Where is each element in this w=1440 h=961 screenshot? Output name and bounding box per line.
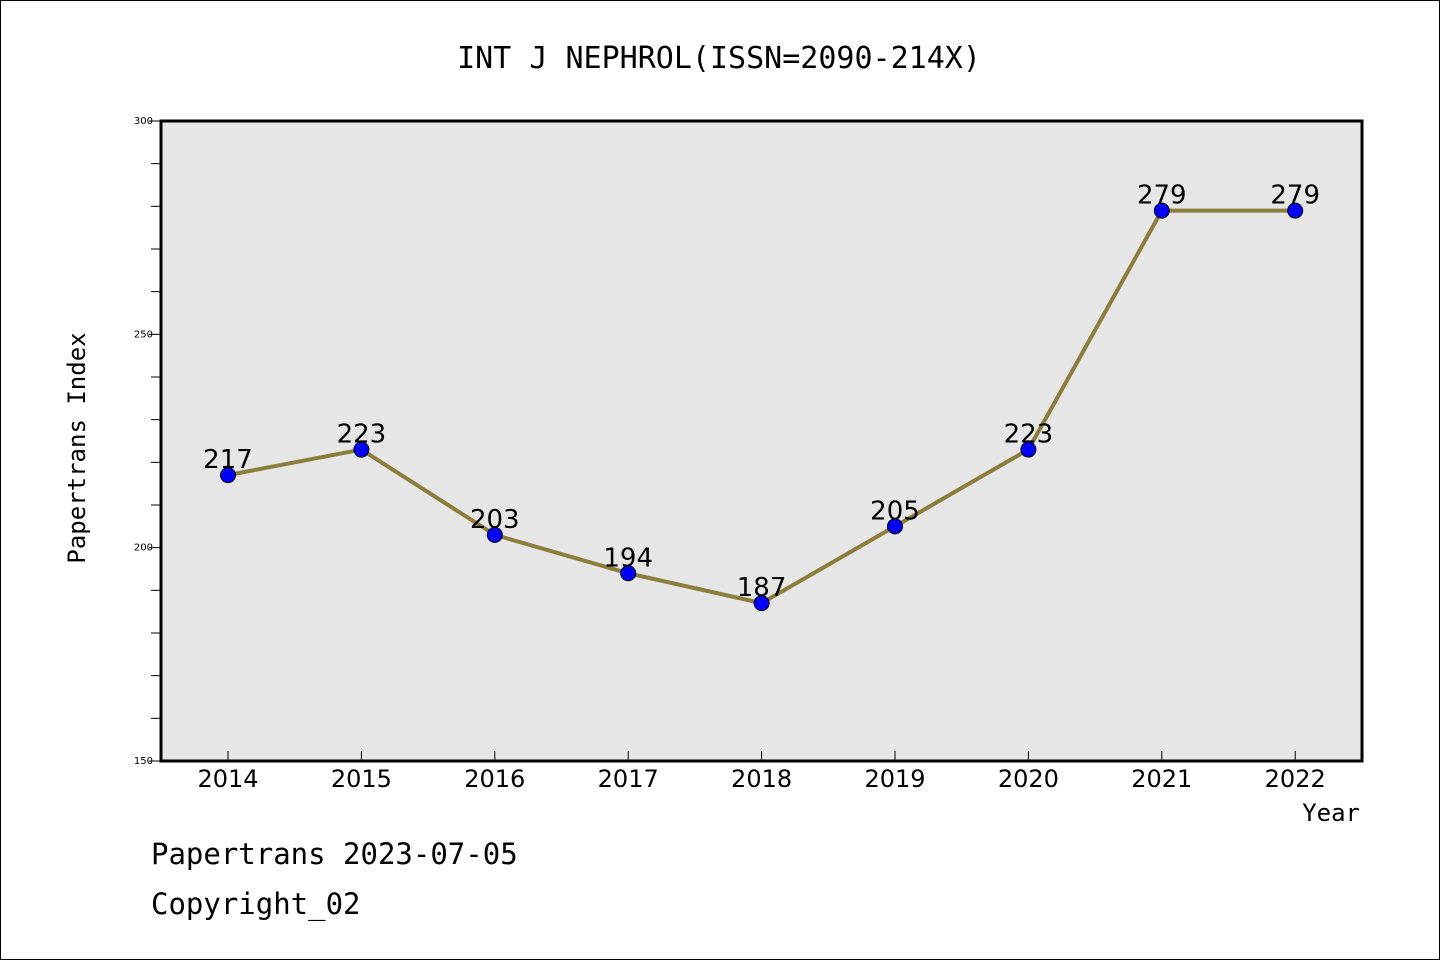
data-label: 187	[737, 573, 787, 603]
data-label: 223	[1004, 420, 1054, 450]
x-axis: 2014 2015 2016 2017 2018 2019 2020 2021 2022	[197, 751, 1326, 793]
data-point	[1287, 202, 1304, 219]
data-point	[620, 565, 637, 582]
plot-area	[161, 121, 1362, 761]
plot-border	[159, 119, 1364, 763]
x-tick-label: 2014	[197, 765, 258, 793]
data-point	[1153, 202, 1170, 219]
markers-group	[220, 202, 1304, 612]
data-label: 223	[337, 420, 387, 450]
data-point	[1020, 441, 1037, 458]
x-tick-label: 2018	[731, 765, 792, 793]
data-point	[887, 518, 903, 535]
y-axis: 150 200 250 300	[134, 116, 161, 767]
x-tick-label: 2015	[331, 765, 392, 793]
x-tick-label: 2020	[998, 765, 1059, 793]
data-point	[220, 467, 236, 484]
data-label: 205	[870, 496, 920, 526]
x-tick-label: 2016	[464, 765, 525, 793]
x-tick-label: 2019	[864, 765, 925, 793]
y-tick-label: 150	[134, 756, 153, 767]
data-point	[353, 441, 370, 458]
y-tick-label: 300	[134, 116, 153, 127]
footer-copyright: Copyright_02	[151, 887, 361, 921]
y-tick-label: 250	[134, 329, 153, 340]
data-point	[486, 526, 503, 543]
footer-date: Papertrans 2023-07-05	[151, 837, 518, 871]
y-axis-title: Papertrans Index	[63, 332, 91, 563]
data-label: 279	[1137, 181, 1187, 211]
data-label: 279	[1270, 181, 1320, 211]
data-label: 194	[603, 543, 653, 573]
data-labels-group: 217 223 203 194 187 205 223 279 279	[203, 181, 1320, 604]
data-label: 203	[470, 505, 520, 535]
data-label: 217	[203, 445, 253, 475]
chart-title: INT J NEPHROL(ISSN=2090-214X)	[457, 41, 981, 76]
x-tick-label: 2021	[1131, 765, 1192, 793]
x-tick-label: 2017	[598, 765, 659, 793]
y-tick-label: 200	[134, 543, 153, 554]
data-point	[753, 595, 770, 612]
x-axis-title: Year	[1302, 799, 1360, 827]
x-tick-label: 2022	[1265, 765, 1326, 793]
